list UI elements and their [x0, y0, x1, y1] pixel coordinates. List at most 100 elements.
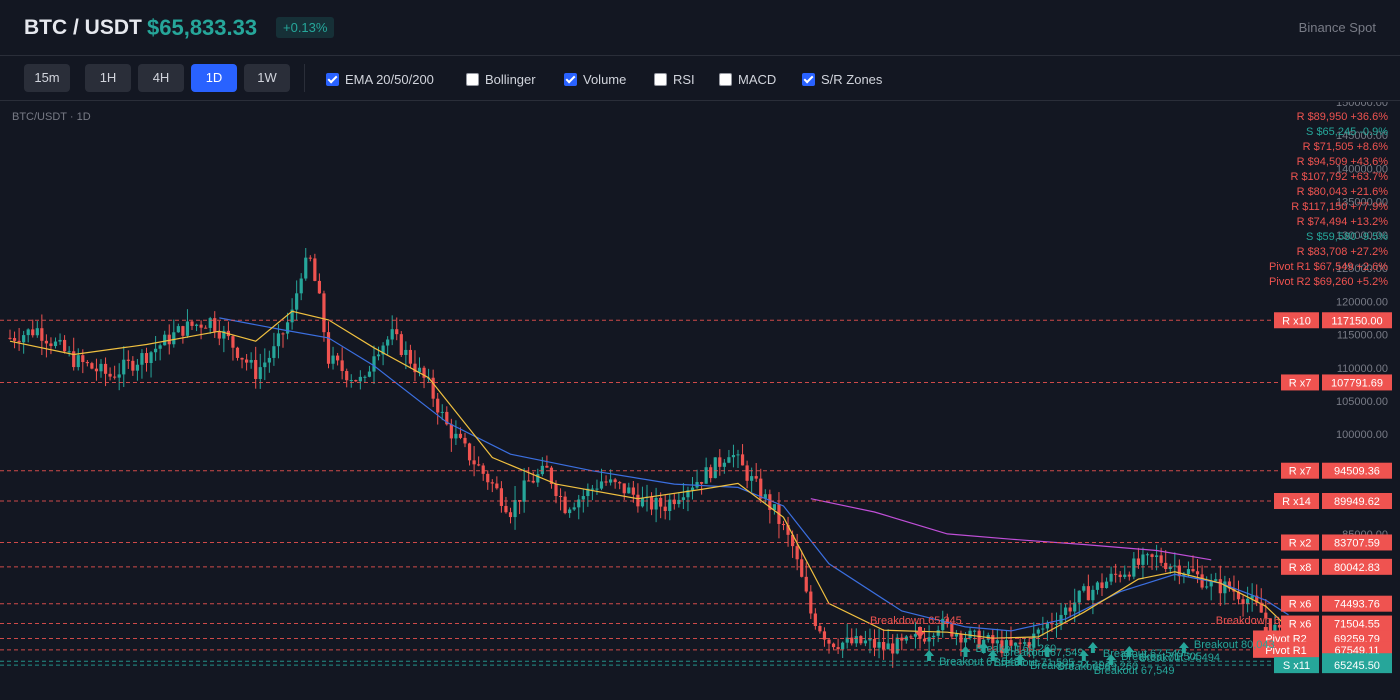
- timeframe-15m-button[interactable]: 15m: [24, 64, 70, 92]
- candle-body: [700, 482, 704, 484]
- level-list-item: R $107,792 +63.7%: [1290, 171, 1388, 183]
- level-list-item: S $65,245 -0.9%: [1306, 126, 1388, 138]
- price-tag-label: 94509.36: [1334, 466, 1380, 478]
- candle-body: [194, 324, 199, 326]
- candle-body: [604, 481, 608, 483]
- candle-body: [1255, 595, 1259, 603]
- candle-body: [1086, 586, 1090, 601]
- candle-body: [8, 337, 12, 339]
- sr-zones-toggle[interactable]: S/R Zones: [802, 70, 882, 88]
- price-tag: [1322, 534, 1392, 551]
- bollinger-toggle[interactable]: Bollinger: [466, 70, 536, 88]
- sr-level-tag: [1253, 641, 1319, 658]
- rsi-toggle[interactable]: RSI: [654, 70, 695, 88]
- macd-checkbox[interactable]: [719, 72, 732, 86]
- sr-level-tag-label: R x7: [1289, 466, 1312, 478]
- candle-body: [313, 258, 317, 281]
- candle-body: [63, 339, 67, 352]
- timeframe-1w-button[interactable]: 1W: [244, 64, 290, 92]
- breakout-arrow-icon: [1124, 646, 1135, 657]
- candle-body: [181, 326, 185, 336]
- candle-body: [659, 497, 663, 507]
- price-chart[interactable]: 150000.00 145000.00 140000.00 135000.00 1300…: [0, 102, 1400, 700]
- candle-body: [554, 483, 558, 497]
- candle-body: [72, 351, 76, 368]
- candle-body: [781, 523, 786, 526]
- candle-body: [231, 336, 235, 348]
- candle-body: [285, 322, 290, 334]
- candle-body: [390, 329, 394, 340]
- candle-body: [922, 638, 927, 642]
- sr-zones-checkbox[interactable]: [802, 72, 815, 86]
- signal-label: Breakout 67,549: [939, 656, 1020, 668]
- sr-zones-toggle-label: S/R Zones: [821, 71, 883, 87]
- candle-body: [1077, 590, 1081, 603]
- toolbar-divider: [304, 64, 305, 92]
- candle-body: [609, 479, 613, 483]
- candle-body: [1114, 573, 1118, 575]
- candle-body: [103, 363, 108, 374]
- ema-checkbox[interactable]: [326, 72, 339, 86]
- candle-body: [995, 640, 999, 644]
- breakout-arrow-icon: [1087, 642, 1098, 653]
- candle-body: [204, 327, 208, 329]
- macd-toggle[interactable]: MACD: [719, 70, 776, 88]
- candle-body: [1018, 642, 1022, 644]
- candle-body: [540, 465, 544, 475]
- ema-toggle[interactable]: EMA 20/50/200: [326, 70, 434, 88]
- ema200-line: [810, 498, 1212, 561]
- candle-body: [176, 326, 180, 333]
- candle-body: [1004, 640, 1009, 654]
- candle-body: [1141, 554, 1145, 565]
- candle-body: [763, 494, 767, 499]
- bollinger-toggle-label: Bollinger: [485, 71, 536, 87]
- candle-body: [367, 371, 372, 377]
- sr-level-tag: [1281, 534, 1319, 551]
- rsi-checkbox[interactable]: [654, 72, 667, 86]
- candle-body: [1155, 555, 1159, 557]
- signal-label: Breakout 69,260: [1057, 661, 1138, 673]
- candle-body: [722, 462, 726, 467]
- candle-body: [272, 346, 276, 358]
- bollinger-checkbox[interactable]: [466, 72, 479, 86]
- candle-body: [12, 338, 17, 341]
- y-axis-tick-label: 140000.00: [1336, 163, 1388, 175]
- chart-canvas[interactable]: 150000.00 145000.00 140000.00 135000.00 1300…: [0, 102, 1400, 700]
- candle-body: [704, 467, 708, 484]
- candle-body: [895, 637, 899, 654]
- breakout-arrow-icon: [987, 650, 998, 661]
- candle-body: [454, 433, 458, 439]
- candle-body: [954, 633, 958, 637]
- candle-body: [713, 457, 717, 479]
- candle-body: [568, 509, 572, 514]
- timeframe-4h-button[interactable]: 4H: [138, 64, 184, 92]
- candle-body: [950, 623, 954, 637]
- volume-toggle[interactable]: Volume: [564, 70, 626, 88]
- candle-body: [818, 625, 822, 632]
- candle-body: [94, 368, 99, 372]
- volume-checkbox[interactable]: [564, 72, 577, 86]
- candle-body: [1064, 607, 1068, 615]
- candle-body: [1000, 640, 1004, 654]
- pair-title: BTC / USDT: [24, 16, 142, 39]
- candle-body: [973, 630, 977, 632]
- candle-body: [431, 377, 435, 399]
- breakout-arrow-icon: [1106, 654, 1117, 665]
- candle-body: [1013, 642, 1018, 646]
- candle-body: [1127, 574, 1131, 577]
- candle-body: [527, 480, 531, 482]
- timeframe-1d-button[interactable]: 1D: [191, 64, 237, 92]
- candle-body: [581, 496, 585, 500]
- candle-body: [945, 618, 949, 624]
- candle-body: [586, 488, 590, 497]
- candle-body: [963, 638, 968, 643]
- candle-body: [677, 499, 681, 505]
- candle-body: [308, 257, 312, 259]
- candle-body: [627, 487, 631, 494]
- candle-body: [599, 481, 604, 489]
- macd-toggle-label: MACD: [738, 71, 777, 87]
- candle-body: [886, 643, 890, 650]
- y-axis-tick-label: 145000.00: [1336, 130, 1388, 142]
- timeframe-1h-button[interactable]: 1H: [85, 64, 131, 92]
- candle-body: [53, 341, 58, 347]
